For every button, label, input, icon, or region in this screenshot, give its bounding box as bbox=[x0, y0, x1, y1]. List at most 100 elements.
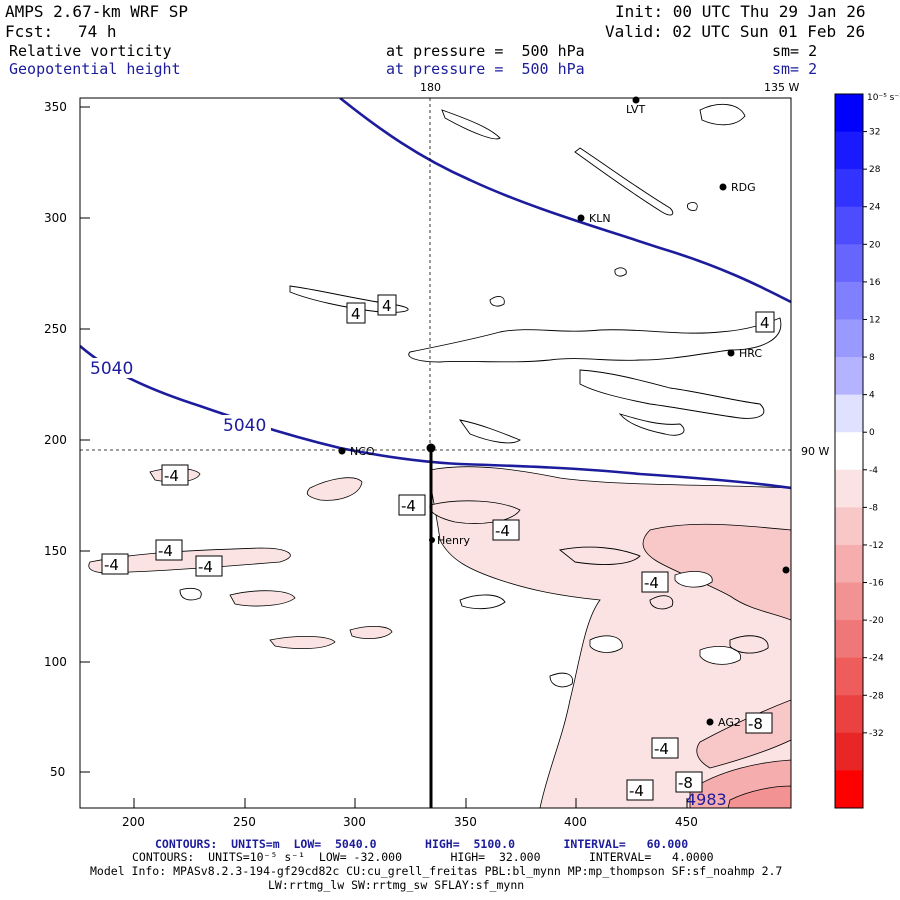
colorbar-tick-label: -8 bbox=[869, 503, 878, 513]
height-contour-5100 bbox=[339, 98, 791, 304]
x-tick-label: 250 bbox=[233, 815, 256, 829]
station-dot-rdg bbox=[719, 183, 727, 191]
colorbar-cell bbox=[835, 394, 863, 433]
station-dot-nco bbox=[338, 447, 346, 455]
vorticity-fill-west bbox=[229, 590, 296, 607]
station-label-hrc: HRC bbox=[739, 347, 762, 360]
y-axis: 50 100 150 200 250 300 350 bbox=[44, 100, 90, 779]
y-tick-label: 250 bbox=[44, 322, 67, 336]
vort-label: -8 bbox=[748, 715, 763, 733]
colorbar-tick-label: 28 bbox=[869, 165, 881, 175]
field2-level: at pressure = 500 hPa bbox=[386, 60, 585, 78]
contour-positive bbox=[699, 103, 746, 126]
vorticity-shading bbox=[88, 466, 791, 808]
colorbar-unit: 10⁻⁵ s⁻¹ bbox=[867, 93, 900, 103]
contour-positive bbox=[441, 109, 501, 140]
cross-section-start-marker bbox=[426, 443, 436, 453]
colorbar-tick-label: 4 bbox=[869, 391, 875, 401]
colorbar-tick-label: -24 bbox=[869, 654, 884, 664]
colorbar-tick-label: -4 bbox=[869, 466, 878, 476]
colorbar-cell bbox=[835, 544, 863, 584]
height-label-box bbox=[88, 358, 138, 378]
field1-smooth: sm= 2 bbox=[772, 42, 818, 60]
colorbar-cell bbox=[835, 507, 863, 546]
field1-name: Relative vorticity bbox=[9, 42, 172, 60]
colorbar-ticks: 10⁻⁵ s⁻¹ 32 28 24 20 16 12 8 4 0 -4 -8 -12 -16 -20 -24 -… bbox=[863, 93, 900, 739]
colorbar-tick-label: 32 bbox=[869, 128, 880, 138]
meridian-label: 135 W bbox=[764, 81, 799, 94]
colorbar-cell bbox=[835, 432, 863, 471]
colorbar-tick-label: -20 bbox=[869, 616, 884, 626]
y-tick-label: 150 bbox=[44, 544, 67, 558]
footer-contours-height: CONTOURS: UNITS=m LOW= 5040.0 HIGH= 5100… bbox=[155, 837, 689, 851]
colorbar-cell bbox=[835, 131, 863, 170]
vort-label: -4 bbox=[629, 782, 644, 800]
height-label-box bbox=[221, 415, 271, 435]
map-frame bbox=[79, 97, 792, 809]
x-tick-label: 200 bbox=[122, 815, 145, 829]
contour-positive bbox=[489, 296, 505, 307]
vorticity-fill-deep bbox=[642, 523, 791, 621]
contour-negative bbox=[179, 587, 202, 601]
colorbar-cell bbox=[835, 319, 863, 358]
station-label-henry: Henry bbox=[437, 534, 471, 547]
vorticity-hole bbox=[589, 635, 623, 653]
colorbar-cell bbox=[835, 169, 863, 208]
station-dot-unnamed bbox=[782, 566, 790, 574]
vorticity-hole bbox=[699, 646, 741, 665]
colorbar-cell bbox=[835, 770, 863, 809]
vort-label: -4 bbox=[495, 522, 510, 540]
colorbar-tick-label: 24 bbox=[869, 203, 881, 213]
y-tick-label: 50 bbox=[50, 765, 65, 779]
colorbar-cells bbox=[835, 94, 863, 809]
x-tick-label: 450 bbox=[675, 815, 698, 829]
vorticity-hole bbox=[674, 571, 713, 588]
contour-negative bbox=[558, 546, 641, 565]
colorbar-cell bbox=[835, 94, 863, 133]
contour-negative bbox=[459, 594, 506, 610]
y-tick-label: 350 bbox=[44, 100, 67, 114]
valid-time: Valid: 02 UTC Sun 01 Feb 26 bbox=[605, 22, 866, 41]
x-tick-label: 400 bbox=[564, 815, 587, 829]
meridian-label: 180 bbox=[420, 81, 441, 94]
vort-label: 4 bbox=[351, 305, 361, 323]
contour-positive bbox=[618, 413, 685, 436]
contour-positive bbox=[574, 147, 674, 216]
colorbar-cell bbox=[835, 244, 863, 283]
vort-label: 4 bbox=[382, 297, 392, 315]
colorbar-cell bbox=[835, 357, 863, 396]
parallel-label: 90 W bbox=[801, 445, 829, 458]
station-label-kln: KLN bbox=[589, 212, 611, 225]
colorbar-tick-label: 8 bbox=[869, 353, 875, 363]
colorbar-cell bbox=[835, 469, 863, 508]
vort-label: -4 bbox=[401, 497, 416, 515]
colorbar-tick-label: -16 bbox=[869, 579, 884, 589]
height-label: 5040 bbox=[223, 416, 266, 436]
colorbar-tick-label: -32 bbox=[869, 729, 884, 739]
contour-positive bbox=[614, 267, 627, 277]
forecast-label: Fcst: bbox=[5, 22, 54, 41]
axis-labels: 50 100 150 200 250 300 350 200 250 300 3… bbox=[44, 81, 829, 829]
field2-name: Geopotential height bbox=[9, 60, 181, 78]
colorbar-cell bbox=[835, 695, 863, 734]
vorticity-fill-west bbox=[306, 477, 363, 501]
colorbar-cell bbox=[835, 620, 863, 659]
colorbar-frame bbox=[834, 93, 864, 809]
colorbar: 10⁻⁵ s⁻¹ 32 28 24 20 16 12 8 4 0 -4 -8 -12 -16 -20 -24 -… bbox=[834, 93, 900, 809]
height-label: 5040 bbox=[90, 359, 133, 379]
vort-label: -8 bbox=[678, 774, 693, 792]
vorticity-labels: 4 4 4 -4 -4 -4 -4 -4 -4 -4 -4 -4 -8 -8 bbox=[101, 294, 775, 801]
init-time: Init: 00 UTC Thu 29 Jan 26 bbox=[615, 2, 866, 21]
colorbar-tick-label: 20 bbox=[869, 240, 881, 250]
vort-label: -4 bbox=[644, 574, 659, 592]
colorbar-cell bbox=[835, 657, 863, 696]
contour-positive bbox=[289, 285, 409, 313]
model-title: AMPS 2.67-km WRF SP bbox=[5, 2, 189, 21]
x-tick-label: 350 bbox=[454, 815, 477, 829]
colorbar-tick-label: 0 bbox=[869, 428, 875, 438]
station-label-ag2: AG2 bbox=[718, 716, 741, 729]
vorticity-fill-west bbox=[269, 635, 336, 650]
footer-contours-vorticity: CONTOURS: UNITS=10⁻⁵ s⁻¹ LOW= -32.000 HI… bbox=[132, 850, 714, 864]
station-label-nco: NCO bbox=[350, 445, 375, 458]
